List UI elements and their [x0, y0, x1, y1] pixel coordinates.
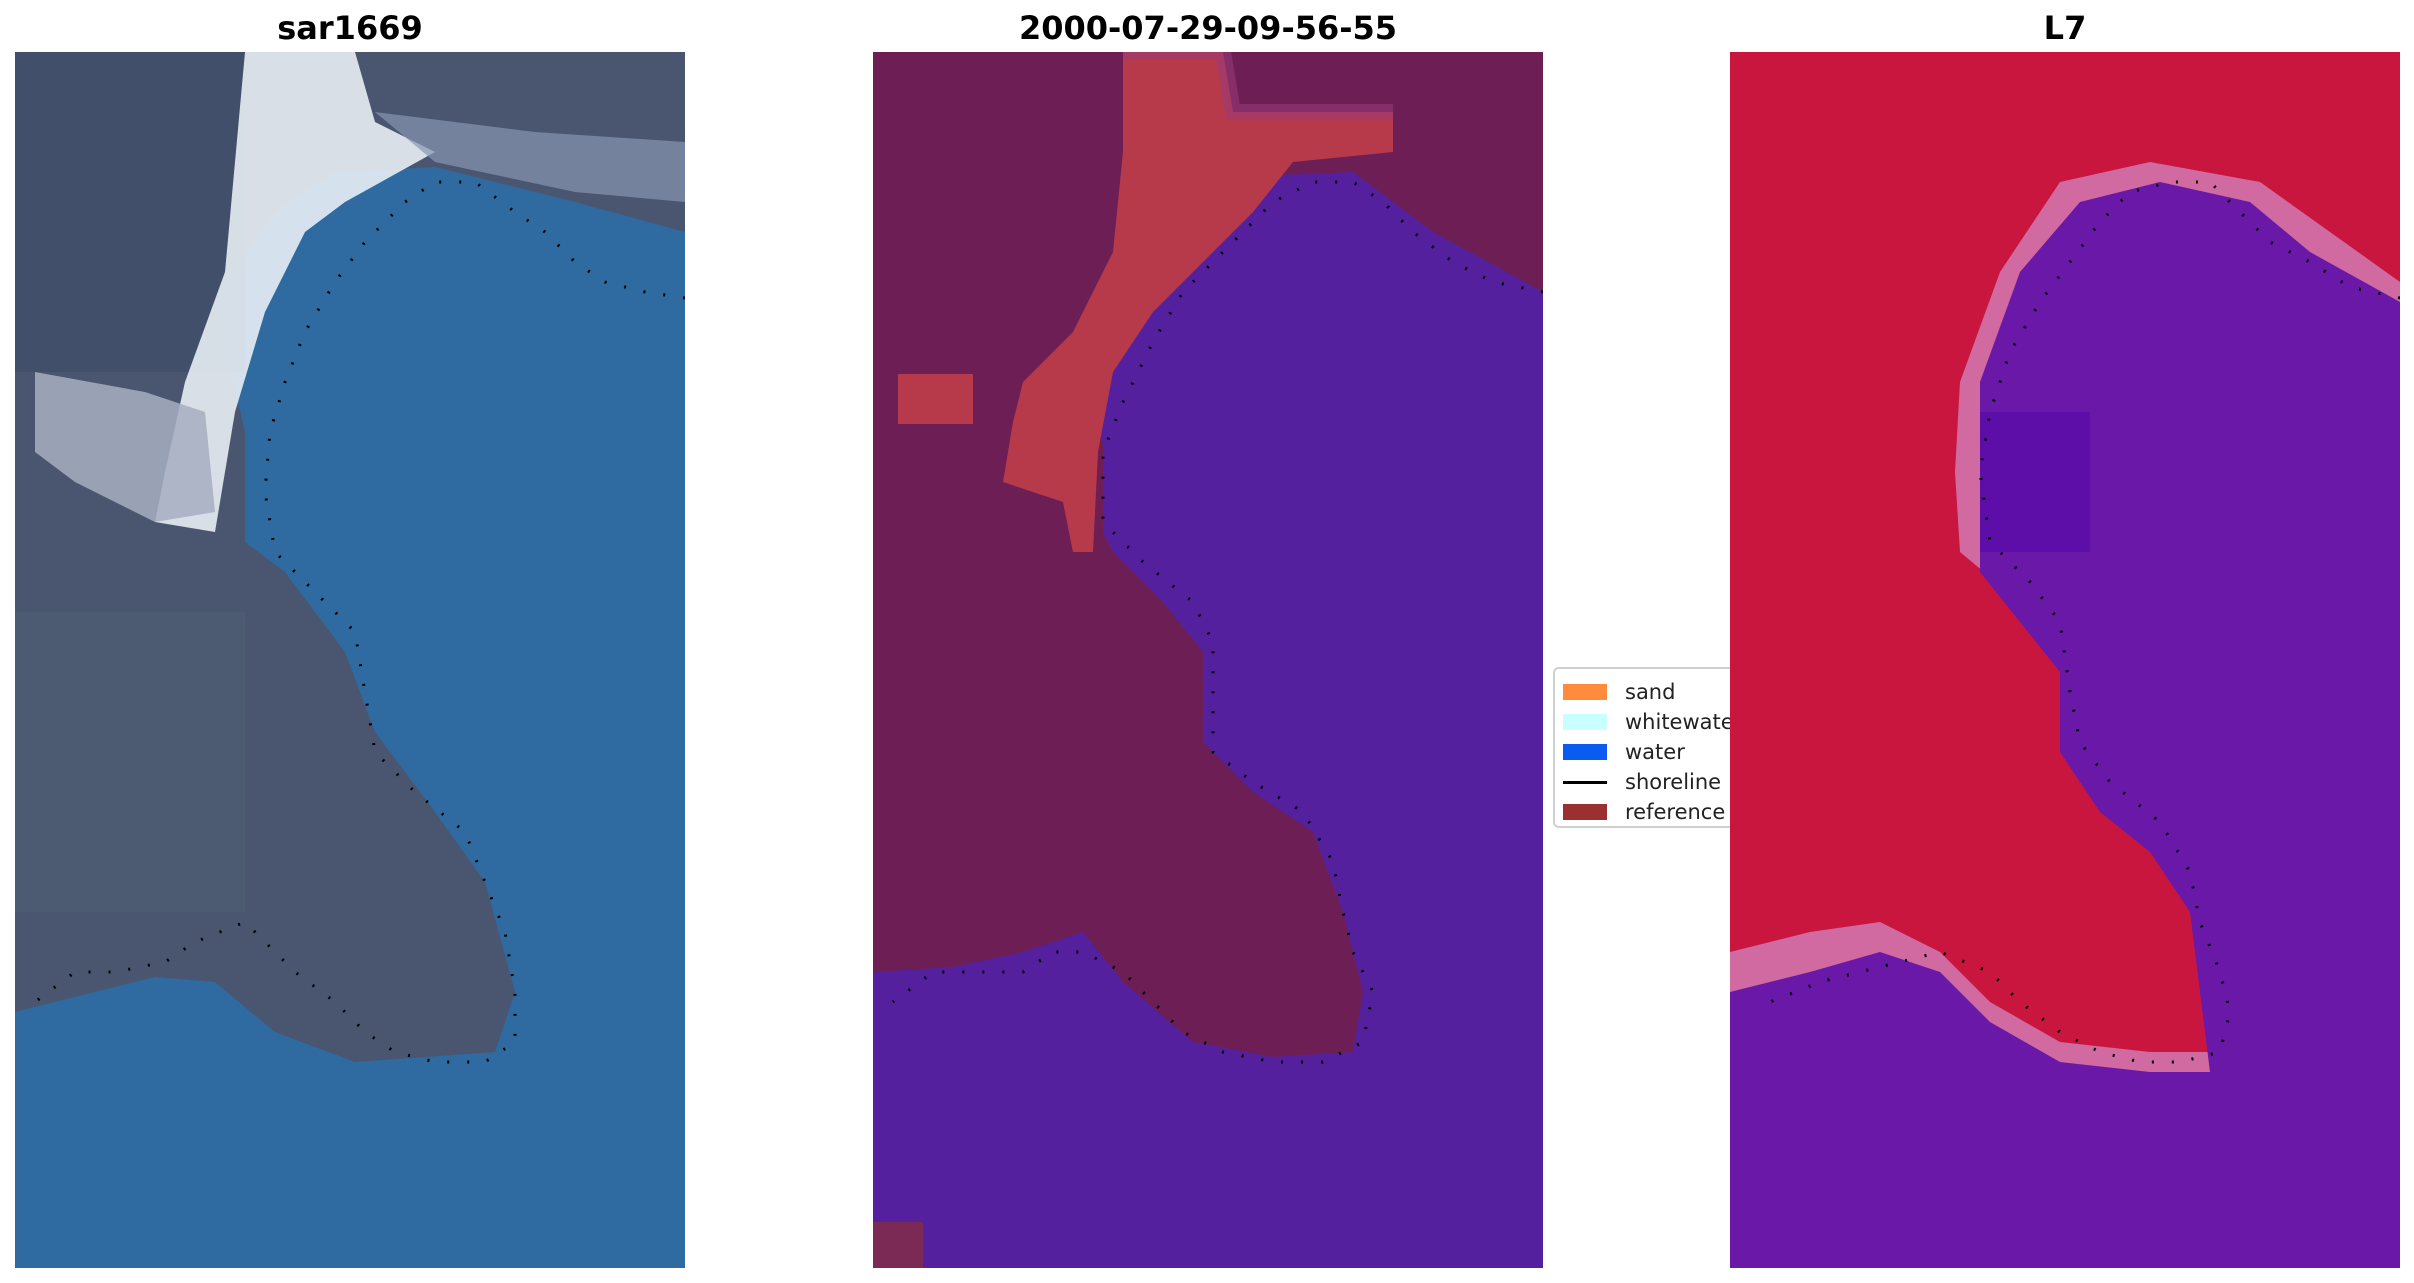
- legend-swatch-reference-shoreline: [1563, 804, 1607, 820]
- rgb-image: [15, 52, 685, 1268]
- ndwi-image-panel: [1730, 52, 2400, 1268]
- legend-item-sand: sand: [1555, 677, 1730, 707]
- legend-item-water: water: [1555, 737, 1730, 767]
- legend-item-whitewater: whitewater: [1555, 707, 1730, 737]
- legend-swatch-water: [1563, 744, 1607, 760]
- legend-swatch-whitewater: [1563, 714, 1607, 730]
- rgb-image-panel: [15, 52, 685, 1268]
- ndwi-image: [1730, 52, 2400, 1268]
- legend-label-sand: sand: [1625, 680, 1676, 704]
- panel-title-classified: 2000-07-29-09-56-55: [1018, 9, 1398, 47]
- legend-label-water: water: [1625, 740, 1685, 764]
- panel-title-rgb: sar1669: [277, 9, 423, 47]
- classified-image: [873, 52, 1543, 1268]
- legend-item-reference-shoreline: reference s: [1555, 797, 1730, 826]
- panel-title-ndwi: L7: [2043, 9, 2087, 47]
- legend: sand whitewater water shoreline referenc…: [1553, 667, 1730, 828]
- legend-label-reference-shoreline: reference s: [1625, 800, 1730, 824]
- legend-label-whitewater: whitewater: [1625, 710, 1730, 734]
- legend-swatch-sand: [1563, 684, 1607, 700]
- legend-item-shoreline: shoreline: [1555, 767, 1730, 797]
- legend-swatch-shoreline: [1563, 780, 1607, 784]
- classified-image-panel: [873, 52, 1543, 1268]
- legend-label-shoreline: shoreline: [1625, 770, 1722, 794]
